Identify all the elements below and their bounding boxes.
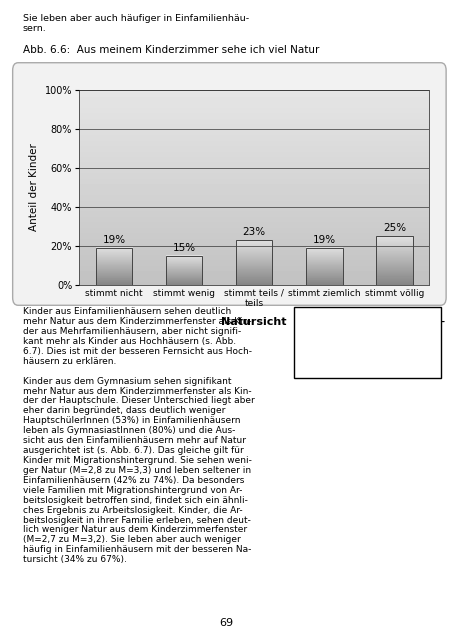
Text: HauptschülerInnen (53%) in Einfamilienhäusern: HauptschülerInnen (53%) in Einfamilienhä…: [23, 416, 239, 426]
Text: Ausblick auf Natur.: Ausblick auf Natur.: [301, 349, 402, 358]
Text: der aus Mehrfamilienhäusern, aber nicht signifi-: der aus Mehrfamilienhäusern, aber nicht …: [23, 327, 240, 336]
Text: eher darin begründet, dass deutlich weniger: eher darin begründet, dass deutlich weni…: [23, 406, 225, 415]
Text: beitslosigkeit betroffen sind, findet sich ein ähnli-: beitslosigkeit betroffen sind, findet si…: [23, 495, 247, 505]
Text: häusern zu erklären.: häusern zu erklären.: [23, 357, 116, 366]
Bar: [166, 255, 202, 285]
Bar: [375, 236, 412, 285]
Text: Abb. 6.6:  Aus meinem Kinderzimmer sehe ich viel Natur: Abb. 6.6: Aus meinem Kinderzimmer sehe i…: [23, 45, 318, 55]
Text: sicht aus den Einfamilienhäusern mehr auf Natur: sicht aus den Einfamilienhäusern mehr au…: [23, 436, 245, 445]
Text: Kinder aus Einfamilienhäusern sehen deutlich: Kinder aus Einfamilienhäusern sehen deut…: [23, 307, 230, 316]
Y-axis label: Anteil der Kinder: Anteil der Kinder: [29, 143, 39, 231]
X-axis label: Natursicht: Natursicht: [221, 317, 286, 326]
Text: tursicht (34% zu 67%).: tursicht (34% zu 67%).: [23, 555, 126, 564]
Bar: [305, 248, 342, 285]
Text: Sie leben aber auch häufiger in Einfamilienhäu-: Sie leben aber auch häufiger in Einfamil…: [23, 14, 248, 23]
Text: beitslosigkeit in ihrer Familie erleben, sehen deut-: beitslosigkeit in ihrer Familie erleben,…: [23, 516, 250, 525]
Text: 19%: 19%: [312, 235, 335, 244]
Text: 25%: 25%: [382, 223, 405, 233]
Text: Kinder mit Migrationshintergrund. Sie sehen weni-: Kinder mit Migrationshintergrund. Sie se…: [23, 456, 251, 465]
Text: Kinder aus dem Gymnasium sehen signifikant: Kinder aus dem Gymnasium sehen signifika…: [23, 376, 230, 386]
Text: sern.: sern.: [23, 24, 46, 33]
Text: viele Familien mit Migrationshintergrund von Ar-: viele Familien mit Migrationshintergrund…: [23, 486, 241, 495]
Text: der der Hauptschule. Dieser Unterschied liegt aber: der der Hauptschule. Dieser Unterschied …: [23, 396, 254, 406]
Text: Kinder aus Einfamilienhäu-: Kinder aus Einfamilienhäu-: [301, 317, 445, 326]
Text: ausgerichtet ist (s. Abb. 6.7). Das gleiche gilt für: ausgerichtet ist (s. Abb. 6.7). Das glei…: [23, 446, 243, 455]
Text: 6.7). Dies ist mit der besseren Fernsicht aus Hoch-: 6.7). Dies ist mit der besseren Fernsich…: [23, 347, 251, 356]
Text: ches Ergebnis zu Arbeitslosigkeit. Kinder, die Ar-: ches Ergebnis zu Arbeitslosigkeit. Kinde…: [23, 506, 242, 515]
Text: leben als GymnasiastInnen (80%) und die Aus-: leben als GymnasiastInnen (80%) und die …: [23, 426, 235, 435]
Text: 19%: 19%: [102, 235, 125, 244]
Text: Einfamilienhäusern (42% zu 74%). Da besonders: Einfamilienhäusern (42% zu 74%). Da beso…: [23, 476, 244, 485]
Text: 69: 69: [218, 618, 233, 628]
Text: mehr Natur aus dem Kinderzimmerfenster als Kin-: mehr Natur aus dem Kinderzimmerfenster a…: [23, 317, 251, 326]
Text: lich weniger Natur aus dem Kinderzimmerfenster: lich weniger Natur aus dem Kinderzimmerf…: [23, 525, 246, 534]
Bar: [235, 240, 272, 285]
Text: sern haben häufiger einen: sern haben häufiger einen: [301, 333, 442, 342]
Text: (M=2,7 zu M=3,2). Sie leben aber auch weniger: (M=2,7 zu M=3,2). Sie leben aber auch we…: [23, 535, 240, 545]
Text: häufig in Einfamilienhäusern mit der besseren Na-: häufig in Einfamilienhäusern mit der bes…: [23, 545, 250, 554]
Bar: [96, 248, 132, 285]
Text: kant mehr als Kinder aus Hochhäusern (s. Abb.: kant mehr als Kinder aus Hochhäusern (s.…: [23, 337, 235, 346]
Text: 23%: 23%: [242, 227, 265, 237]
Text: mehr Natur aus dem Kinderzimmerfenster als Kin-: mehr Natur aus dem Kinderzimmerfenster a…: [23, 387, 251, 396]
Text: 15%: 15%: [172, 243, 195, 253]
Text: ger Natur (M=2,8 zu M=3,3) und leben seltener in: ger Natur (M=2,8 zu M=3,3) und leben sel…: [23, 466, 250, 475]
